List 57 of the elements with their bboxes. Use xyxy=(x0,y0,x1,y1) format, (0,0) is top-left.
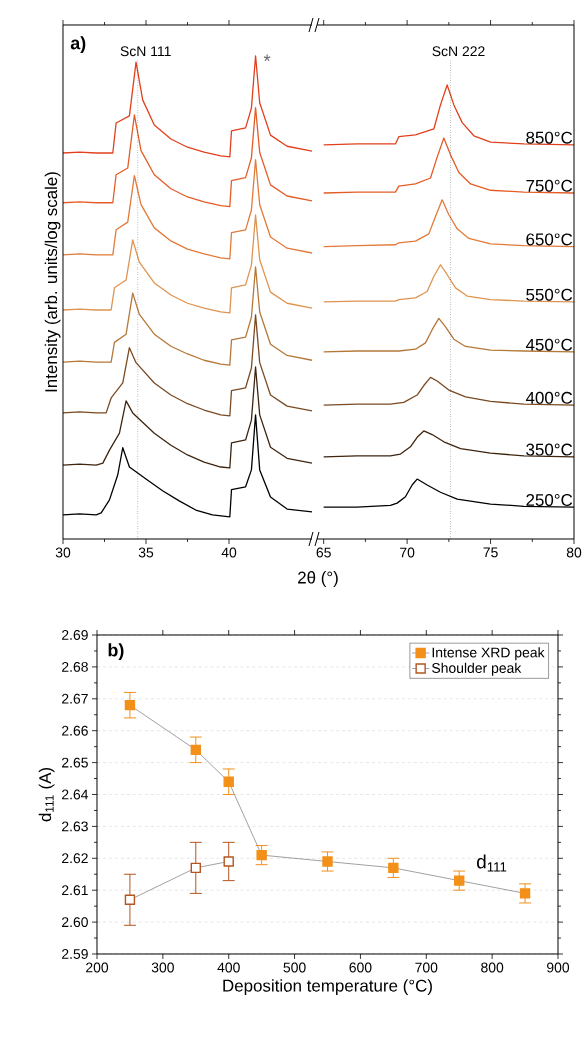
series-label: 450°C xyxy=(525,338,573,351)
annotation: d$_{111}$ xyxy=(476,854,507,872)
point xyxy=(388,862,399,874)
point xyxy=(223,856,234,867)
x-tick-label: 700 xyxy=(415,962,438,973)
point xyxy=(453,875,465,886)
legend-label: Shoulder peak xyxy=(431,662,522,676)
legend-label: Intense XRD peak xyxy=(432,647,545,661)
y-tick-label: 2.69 xyxy=(62,630,88,640)
point xyxy=(190,862,201,874)
x-tick-label: 500 xyxy=(283,962,306,973)
x-tick-label: 75 xyxy=(483,547,498,558)
x-tick-label: 900 xyxy=(546,962,570,973)
point xyxy=(190,744,201,756)
point xyxy=(124,699,136,711)
y-tick-label: 2.62 xyxy=(62,853,88,864)
x-tick-label: 600 xyxy=(349,962,372,973)
y-tick-label: 2.68 xyxy=(62,661,88,672)
x-tick-label: 70 xyxy=(400,547,415,558)
y-tick-label: 2.60 xyxy=(62,917,88,928)
series-label: 750°C xyxy=(526,179,573,192)
chart-title: a) xyxy=(70,36,86,53)
x-axis-title: Deposition temperature (°C) xyxy=(223,979,432,996)
ref-line-label: ScN 222 xyxy=(432,46,485,57)
y-tick-label: 2.64 xyxy=(62,789,89,800)
series-label: 650°C xyxy=(526,233,573,246)
x-tick-label: 800 xyxy=(481,962,504,973)
annotation: * xyxy=(263,54,271,62)
series-label: 850°C xyxy=(526,131,573,144)
x-tick-label: 200 xyxy=(86,962,109,973)
point xyxy=(322,856,333,867)
series-label: 400°C xyxy=(525,391,573,404)
y-tick-label: 2.59 xyxy=(62,949,88,959)
x-axis-title: 2θ (°) xyxy=(298,571,338,587)
point xyxy=(223,776,234,787)
x-tick-label: 300 xyxy=(151,962,174,973)
y-axis-title: Intensity (arb. units/log scale) xyxy=(44,172,61,392)
series-label: 350°C xyxy=(526,443,573,456)
series-label: 550°C xyxy=(526,288,573,301)
x-tick-label: 40 xyxy=(221,547,237,558)
point xyxy=(519,888,531,899)
x-tick-label: 30 xyxy=(55,547,71,558)
x-tick-label: 400 xyxy=(217,962,240,973)
y-axis-title: d$_{111}$ (A) xyxy=(38,767,55,822)
x-tick-label: 65 xyxy=(316,547,331,558)
y-tick-label: 2.61 xyxy=(62,885,88,896)
y-tick-label: 2.65 xyxy=(62,757,88,768)
chart-title: b) xyxy=(108,643,124,661)
x-tick-label: 80 xyxy=(566,547,582,558)
x-tick-label: 35 xyxy=(138,547,154,558)
point xyxy=(256,849,267,861)
point xyxy=(124,894,136,905)
y-tick-label: 2.67 xyxy=(62,693,88,704)
y-tick-label: 2.66 xyxy=(62,725,88,736)
series-label: 250°C xyxy=(526,494,573,507)
y-tick-label: 2.63 xyxy=(62,821,88,832)
ref-line-label: ScN 111 xyxy=(120,46,171,57)
